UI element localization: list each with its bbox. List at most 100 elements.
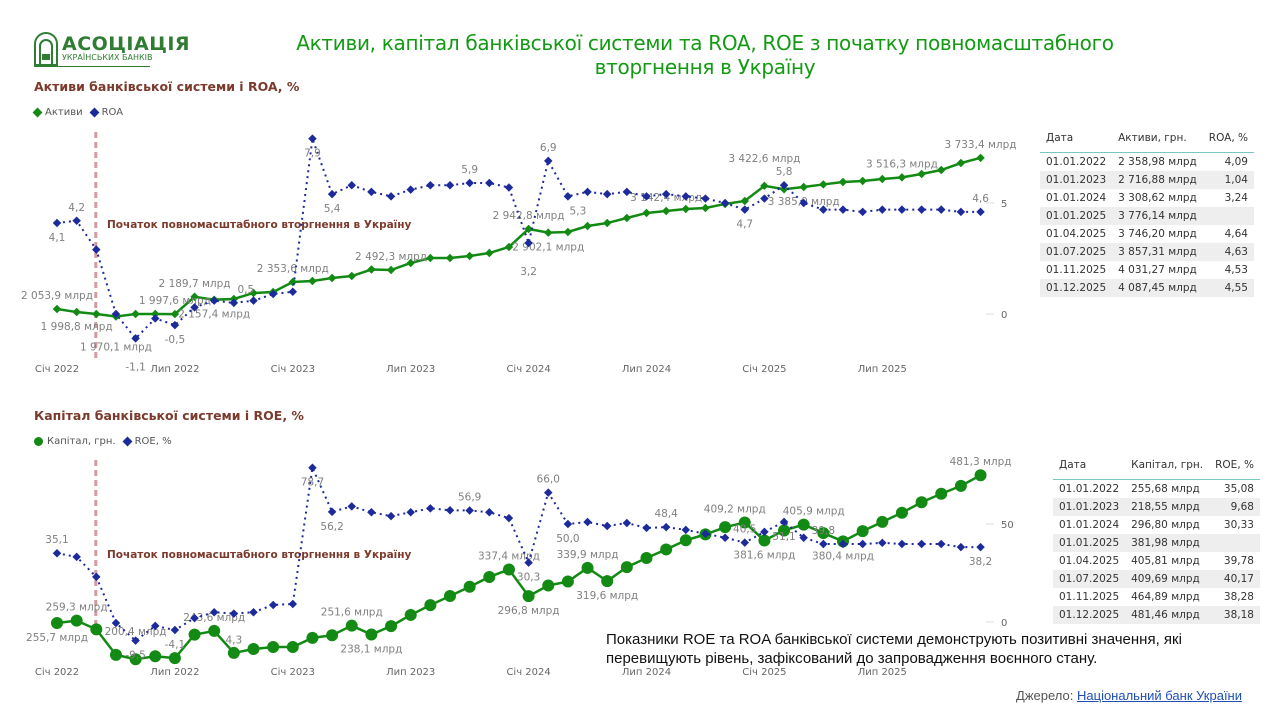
logo-title: АСОЦІАЦІЯ xyxy=(62,33,191,55)
data-label: 5,4 xyxy=(324,203,341,215)
data-point xyxy=(583,517,592,527)
data-point xyxy=(151,314,160,323)
data-label: 4,2 xyxy=(68,202,85,214)
table-row[interactable]: 01.01.2023 218,55 млрд 9,68 xyxy=(1053,498,1260,516)
data-label: 238,1 млрд xyxy=(340,644,402,656)
invasion-annotation: Початок повномасштабного вторгнення в Ук… xyxy=(107,219,412,231)
table-cell: 296,80 млрд xyxy=(1131,519,1200,531)
data-point xyxy=(581,561,594,574)
data-point xyxy=(367,187,376,197)
table-row[interactable]: 01.04.2025 3 746,20 млрд 4,64 xyxy=(1040,225,1254,243)
table-row[interactable]: 01.01.2022 2 358,98 млрд 4,09 xyxy=(1040,153,1254,172)
table-row[interactable]: 01.07.2025 409,69 млрд 40,17 xyxy=(1053,570,1260,588)
table-row[interactable]: 01.01.2025 381,98 млрд xyxy=(1053,534,1260,552)
col-roa[interactable]: ROA, % xyxy=(1202,128,1254,153)
data-point xyxy=(308,463,317,472)
data-point xyxy=(504,513,514,523)
x-tick-label: Січ 2025 xyxy=(742,363,786,375)
data-point xyxy=(109,648,122,661)
data-point xyxy=(937,205,946,214)
data-point xyxy=(208,624,221,637)
data-point xyxy=(465,251,474,261)
legend-capital-label[interactable]: Капітал, грн. xyxy=(47,436,116,447)
table-row[interactable]: 01.12.2025 4 087,45 млрд 4,55 xyxy=(1040,279,1254,297)
table-cell: 409,69 млрд xyxy=(1125,570,1210,588)
col-assets[interactable]: Активи, грн. xyxy=(1112,128,1203,153)
data-label: 56,2 xyxy=(320,521,343,533)
data-label: -9,5 xyxy=(125,650,146,662)
data-label: 4,7 xyxy=(736,219,753,231)
table-cell: 481,46 млрд xyxy=(1125,606,1210,624)
data-point xyxy=(131,309,140,319)
data-point xyxy=(131,334,140,343)
table-cell: 01.04.2025 xyxy=(1059,555,1120,567)
table-cell: 4,09 xyxy=(1224,156,1248,168)
table-row[interactable]: 01.07.2025 3 857,31 млрд 4,63 xyxy=(1040,243,1254,261)
data-point xyxy=(70,614,83,627)
data-point xyxy=(956,207,966,217)
table-cell: 3 857,31 млрд xyxy=(1112,243,1203,261)
table-row[interactable]: 01.01.2024 3 308,62 млрд 3,24 xyxy=(1040,189,1254,207)
table-row[interactable]: 01.01.2023 2 716,88 млрд 1,04 xyxy=(1040,171,1254,189)
data-label: 4,6 xyxy=(972,193,989,205)
col-date[interactable]: Дата xyxy=(1040,128,1113,153)
table-row[interactable]: 01.01.2025 3 776,14 млрд xyxy=(1040,207,1254,225)
col-date[interactable]: Дата xyxy=(1053,455,1126,480)
assets-roa-table: Дата Активи, грн. ROA, % 01.01.2022 2 358… xyxy=(1040,128,1254,297)
data-label: 319,6 млрд xyxy=(576,590,638,602)
legend-assets-label[interactable]: Активи xyxy=(45,107,83,118)
data-label: 78,7 xyxy=(301,477,324,489)
table-row[interactable]: 01.01.2022 255,68 млрд 35,08 xyxy=(1053,480,1260,499)
col-roe[interactable]: ROE, % xyxy=(1209,455,1260,480)
table-cell: 39,78 xyxy=(1223,555,1254,567)
data-point xyxy=(819,180,828,189)
data-label: 2 353,6 млрд xyxy=(257,263,329,275)
data-point xyxy=(485,178,494,188)
data-point xyxy=(445,253,455,263)
table-cell: 30,33 xyxy=(1223,519,1254,531)
data-point xyxy=(701,529,710,539)
capital-roe-table: Дата Капітал, грн. ROE, % 01.01.2022 255,… xyxy=(1053,455,1260,624)
col-capital[interactable]: Капітал, грн. xyxy=(1125,455,1210,480)
table-cell: 01.11.2025 xyxy=(1046,264,1107,276)
table-row[interactable]: 01.01.2024 296,80 млрд 30,33 xyxy=(1053,516,1260,534)
data-point xyxy=(268,600,278,610)
data-point xyxy=(170,320,180,330)
data-label: 481,3 млрд xyxy=(950,456,1012,468)
data-point xyxy=(465,506,474,515)
data-label: 38,2 xyxy=(969,556,992,568)
data-label: 6,9 xyxy=(540,142,557,154)
data-point xyxy=(170,309,180,319)
legend-roe-label[interactable]: ROE, % xyxy=(134,436,172,447)
data-point xyxy=(51,617,63,629)
source-label: Джерело: xyxy=(1016,688,1077,703)
table-cell: 381,98 млрд xyxy=(1125,534,1210,552)
data-point xyxy=(758,534,771,547)
data-point xyxy=(602,189,612,199)
table-row[interactable]: 01.11.2025 464,89 млрд 38,28 xyxy=(1053,588,1260,606)
data-label: -0,5 xyxy=(165,334,186,346)
table-cell: 3 308,62 млрд xyxy=(1118,192,1197,204)
chart1-legend: Активи ROA xyxy=(32,107,124,118)
association-logo-icon xyxy=(34,32,58,66)
data-point xyxy=(583,221,592,231)
data-label: 243,6 млрд xyxy=(183,612,245,624)
data-point xyxy=(267,641,280,654)
table-row[interactable]: 01.11.2025 4 031,27 млрд 4,53 xyxy=(1040,261,1254,279)
data-point xyxy=(779,517,789,527)
table-row[interactable]: 01.12.2025 481,46 млрд 38,18 xyxy=(1053,606,1260,624)
data-point xyxy=(424,599,437,612)
data-label: 5,3 xyxy=(570,205,587,217)
data-label: 255,7 млрд xyxy=(26,632,88,644)
data-point xyxy=(92,245,101,254)
table-row[interactable]: 01.04.2025 405,81 млрд 39,78 xyxy=(1053,552,1260,570)
data-point xyxy=(544,228,553,237)
source-link[interactable]: Національний банк України xyxy=(1077,688,1242,703)
chart1-title: Активи банківської системи і ROA, % xyxy=(34,79,300,94)
x-tick-label: Січ 2023 xyxy=(271,363,315,375)
data-label: 381,6 млрд xyxy=(733,550,795,562)
data-label: 380,4 млрд xyxy=(812,550,874,562)
data-label: 0,5 xyxy=(237,284,254,296)
legend-roa-label[interactable]: ROA xyxy=(101,107,124,118)
data-label: 1 997,6 млрд xyxy=(139,295,211,307)
